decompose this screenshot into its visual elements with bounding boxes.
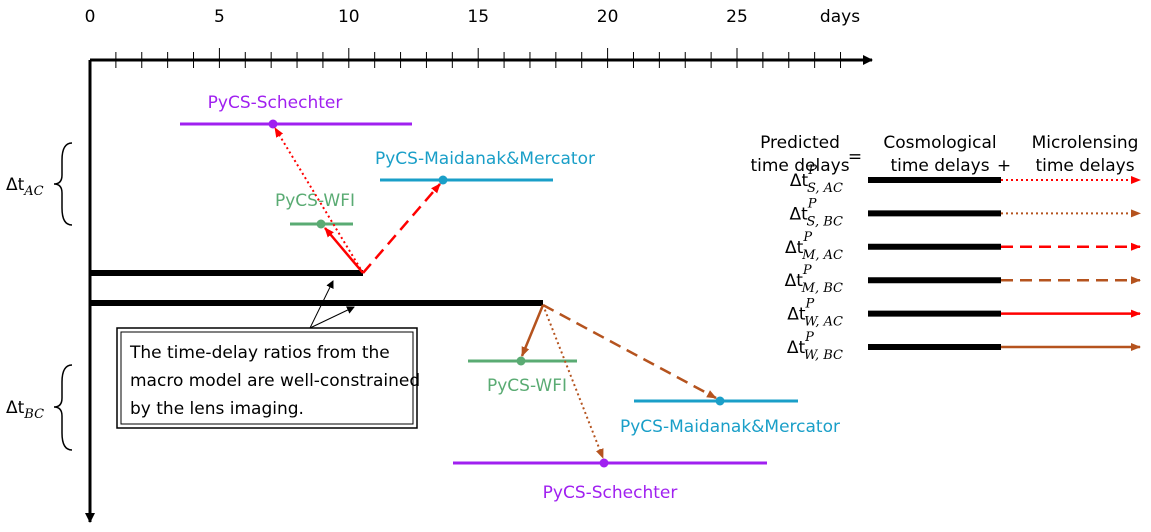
unit-label: days — [820, 7, 860, 27]
legend-equals: = — [848, 147, 862, 167]
legend-label: ΔtP W, BC — [787, 330, 843, 363]
brace — [53, 364, 73, 451]
measurement-point — [438, 175, 448, 185]
legend-label: ΔtP M, BC — [785, 263, 843, 296]
legend-plus: + — [997, 156, 1011, 176]
arrow — [542, 304, 604, 459]
arrow — [542, 303, 717, 400]
tick-marks — [115, 48, 842, 68]
legend-label: ΔtP S, BC — [790, 196, 844, 229]
legend-header: Cosmological — [883, 133, 996, 153]
legend-label: ΔtP M, AC — [785, 230, 843, 263]
note-line: by the lens imaging. — [130, 399, 304, 419]
legend-label: ΔtP W, AC — [787, 297, 843, 330]
brace — [53, 142, 73, 226]
legend-header: time delays — [890, 156, 989, 176]
legend-header: time delays — [1035, 156, 1134, 176]
arrow — [324, 227, 364, 274]
tick-label: 15 — [467, 7, 489, 27]
measurement-label: PyCS-WFI — [487, 376, 567, 396]
measurement-label: PyCS-Maidanak&Mercator — [620, 417, 840, 437]
legend-header: time delays — [750, 156, 849, 176]
arrow — [520, 304, 545, 357]
note-box-inner — [120, 331, 414, 425]
measurement-label: PyCS-Schechter — [543, 483, 678, 503]
note-arrow — [309, 306, 355, 329]
note-box — [116, 327, 418, 429]
arrow — [274, 127, 364, 274]
measurement-label: PyCS-Maidanak&Mercator — [375, 149, 595, 169]
note-arrow — [309, 280, 334, 329]
tick-label: 25 — [726, 7, 748, 27]
measurement-point — [268, 119, 278, 129]
tick-label: 0 — [85, 7, 96, 27]
measurement-label: PyCS-WFI — [275, 191, 355, 211]
label-bc: ΔtBC — [6, 398, 44, 422]
tick-label: 10 — [338, 7, 360, 27]
measurement-point — [715, 396, 725, 406]
measurement-point — [599, 458, 609, 468]
tick-label: 20 — [597, 7, 619, 27]
legend-label: ΔtP S, AC — [790, 163, 843, 196]
arrow — [362, 183, 441, 274]
tick-label: 5 — [214, 7, 225, 27]
measurement-label: PyCS-Schechter — [208, 93, 343, 113]
tick-labels: 0 5 10 15 20 25 — [85, 7, 748, 27]
measurement-point — [316, 219, 326, 229]
legend-header: Predicted — [760, 133, 840, 153]
label-ac: ΔtAC — [6, 175, 44, 199]
note-line: macro model are well-constrained — [130, 371, 420, 391]
legend-header: Microlensing — [1032, 133, 1139, 153]
measurement-point — [516, 356, 526, 366]
note-line: The time-delay ratios from the — [129, 343, 390, 363]
